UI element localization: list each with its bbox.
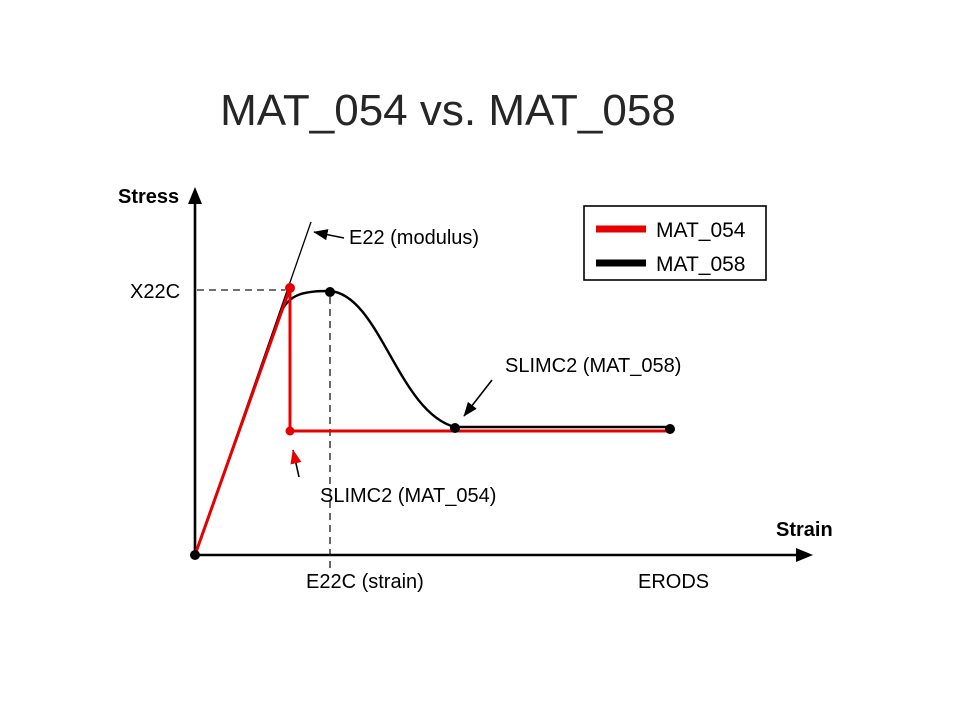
legend-box (583, 205, 767, 281)
legend-mat058-label: MAT_058 (656, 253, 746, 276)
e22c-strain-label: E22C (strain) (306, 571, 424, 593)
slimc2-mat054-label: SLIMC2 (MAT_054) (320, 485, 496, 507)
x22c-label: X22C (130, 281, 180, 303)
page-title: MAT_054 vs. MAT_058 (220, 86, 676, 135)
strain-axis-label: Strain (776, 519, 833, 541)
e22-annotation-arrow (313, 229, 345, 241)
mat058-peak-dot (325, 287, 335, 297)
mat054-peak-dot (285, 283, 295, 293)
erods-label: ERODS (638, 571, 709, 593)
stress-axis-label: Stress (118, 186, 179, 208)
slimc2-mat054-annotation-arrow (290, 449, 302, 478)
origin-dot (190, 550, 200, 560)
mat054-curve (193, 286, 672, 557)
x-axis-arrowhead-icon (796, 548, 813, 562)
erods-end-dot (665, 424, 675, 434)
mat054-yield-dot (285, 426, 295, 436)
y-axis-arrowhead-icon (188, 187, 202, 204)
legend: MAT_054 MAT_058 (583, 205, 767, 281)
mat058-curve (193, 289, 672, 557)
e22-modulus-label: E22 (modulus) (349, 227, 479, 249)
slimc2-mat058-label: SLIMC2 (MAT_058) (505, 355, 681, 377)
mat058-plateau-junction-dot (450, 423, 460, 433)
slimc2-mat058-annotation-arrow (463, 379, 493, 417)
legend-mat054-label: MAT_054 (656, 219, 746, 242)
